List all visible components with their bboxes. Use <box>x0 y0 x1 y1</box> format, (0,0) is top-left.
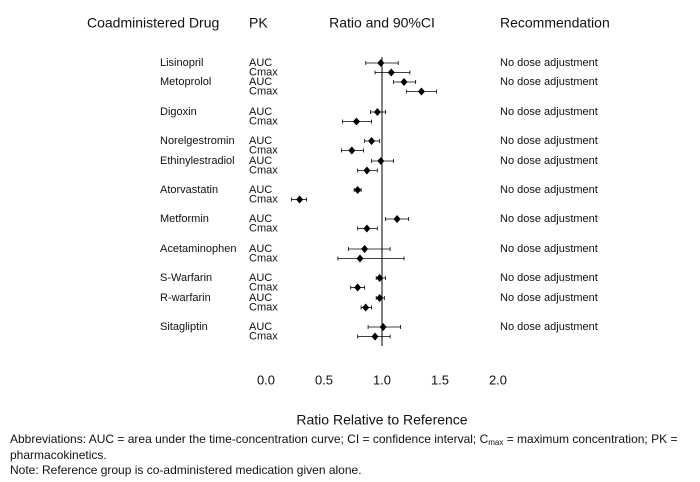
recommendation: No dose adjustment <box>500 272 598 284</box>
note: Note: Reference group is co-administered… <box>10 463 362 477</box>
x-tick-label: 1.5 <box>431 372 449 387</box>
pk-label: Cmax <box>249 222 278 234</box>
pk-label: AUC <box>249 184 272 196</box>
point-estimate <box>400 78 408 86</box>
pk-label: Cmax <box>249 281 278 293</box>
header-pk: PK <box>249 15 268 31</box>
point-estimate <box>417 87 425 96</box>
recommendation: No dose adjustment <box>500 184 598 196</box>
recommendation: No dose adjustment <box>500 292 598 304</box>
footnotes: Abbreviations: AUC = area under the time… <box>10 432 695 479</box>
header-drug: Coadministered Drug <box>87 15 219 31</box>
pk-label: Cmax <box>249 301 278 313</box>
point-estimate <box>376 274 384 282</box>
pk-label: AUC <box>249 213 272 225</box>
pk-label: AUC <box>249 292 272 304</box>
point-estimate <box>377 59 385 67</box>
point-estimate <box>363 166 371 175</box>
point-estimate <box>393 215 401 223</box>
point-estimate <box>362 303 370 312</box>
point-estimate <box>387 68 395 77</box>
point-estimate <box>352 117 360 126</box>
drug-name: Atorvastatin <box>160 184 218 196</box>
pk-label: AUC <box>249 106 272 118</box>
recommendation: No dose adjustment <box>500 243 598 255</box>
header-ratio: Ratio and 90%CI <box>329 15 435 31</box>
drug-name: Metformin <box>160 213 209 225</box>
recommendation: No dose adjustment <box>500 57 598 69</box>
point-estimate <box>371 332 379 341</box>
pk-label: AUC <box>249 243 272 255</box>
recommendation: No dose adjustment <box>500 213 598 225</box>
drug-name: Norelgestromin <box>160 135 235 147</box>
point-estimate <box>354 283 362 292</box>
pk-label: AUC <box>249 76 272 88</box>
abbrev-sub: max <box>488 438 504 447</box>
x-axis-label: Ratio Relative to Reference <box>296 412 467 428</box>
point-estimate <box>379 323 387 331</box>
abbrev-text: Abbreviations: AUC = area under the time… <box>10 432 489 446</box>
pk-label: AUC <box>249 272 272 284</box>
x-tick-label: 2.0 <box>489 372 507 387</box>
point-estimate <box>363 224 371 233</box>
point-estimate <box>348 146 356 155</box>
pk-label: Cmax <box>249 330 278 342</box>
point-estimate <box>377 157 385 165</box>
recommendation: No dose adjustment <box>500 135 598 147</box>
drug-name: Ethinylestradiol <box>160 155 235 167</box>
pk-label: AUC <box>249 321 272 333</box>
point-estimate <box>296 195 304 204</box>
drug-name: Acetaminophen <box>160 243 236 255</box>
point-estimate <box>368 137 376 145</box>
abbrev-text: = maximum concentration; PK = pharmacoki… <box>10 432 678 462</box>
x-tick-label: 0.5 <box>315 372 333 387</box>
abbreviations: Abbreviations: AUC = area under the time… <box>10 432 695 463</box>
pk-label: AUC <box>249 135 272 147</box>
drug-name: Metoprolol <box>160 76 211 88</box>
pk-label: Cmax <box>249 115 278 127</box>
point-estimate <box>376 294 384 302</box>
pk-label: AUC <box>249 57 272 69</box>
pk-label: Cmax <box>249 252 278 264</box>
pk-label: Cmax <box>249 193 278 205</box>
pk-label: Cmax <box>249 164 278 176</box>
recommendation: No dose adjustment <box>500 321 598 333</box>
point-estimate <box>373 108 381 116</box>
drug-name: Sitagliptin <box>160 321 208 333</box>
pk-label: Cmax <box>249 85 278 97</box>
pk-label: Cmax <box>249 144 278 156</box>
point-estimate <box>361 245 369 253</box>
point-estimate <box>354 186 362 194</box>
drug-name: S-Warfarin <box>160 272 212 284</box>
drug-name: R-warfarin <box>160 292 211 304</box>
recommendation: No dose adjustment <box>500 106 598 118</box>
recommendation: No dose adjustment <box>500 76 598 88</box>
chart: Coadministered Drug PK Ratio and 90%CI R… <box>87 15 610 428</box>
drug-name: Lisinopril <box>160 57 203 69</box>
pk-label: Cmax <box>249 66 278 78</box>
pk-label: AUC <box>249 155 272 167</box>
drug-name: Digoxin <box>160 106 197 118</box>
x-tick-label: 0.0 <box>257 372 275 387</box>
recommendation: No dose adjustment <box>500 155 598 167</box>
header-recommendation: Recommendation <box>500 15 610 31</box>
point-estimate <box>356 254 364 263</box>
x-tick-label: 1.0 <box>373 372 391 387</box>
